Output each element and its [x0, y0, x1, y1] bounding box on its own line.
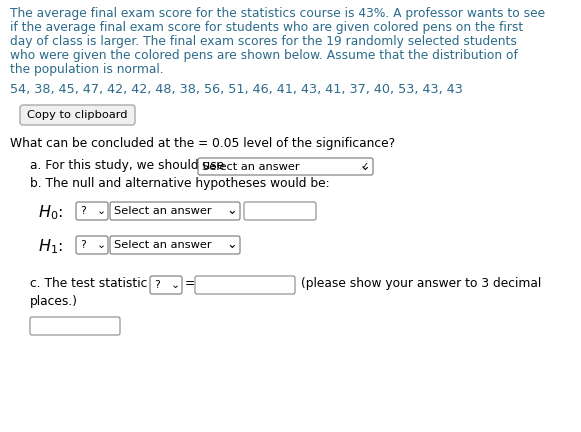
Text: ⌄: ⌄ — [360, 160, 370, 173]
Text: The average final exam score for the statistics course is 43%. A professor wants: The average final exam score for the sta… — [10, 7, 545, 20]
Text: ✓: ✓ — [361, 162, 369, 172]
Text: who were given the colored pens are shown below. Assume that the distribution of: who were given the colored pens are show… — [10, 49, 518, 62]
Text: =: = — [185, 277, 195, 290]
Text: ?: ? — [80, 240, 86, 250]
Text: ⌄: ⌄ — [170, 280, 180, 290]
FancyBboxPatch shape — [244, 202, 316, 220]
FancyBboxPatch shape — [150, 276, 182, 294]
Text: ⌄: ⌄ — [227, 204, 237, 217]
FancyBboxPatch shape — [20, 105, 135, 125]
Text: What can be concluded at the = 0.05 level of the significance?: What can be concluded at the = 0.05 leve… — [10, 137, 395, 150]
Text: $H_0$:: $H_0$: — [38, 203, 63, 222]
FancyBboxPatch shape — [30, 317, 120, 335]
FancyBboxPatch shape — [195, 276, 295, 294]
Text: Copy to clipboard: Copy to clipboard — [27, 110, 128, 120]
Text: 54, 38, 45, 47, 42, 42, 48, 38, 56, 51, 46, 41, 43, 41, 37, 40, 53, 43, 43: 54, 38, 45, 47, 42, 42, 48, 38, 56, 51, … — [10, 83, 463, 96]
Text: (please show your answer to 3 decimal: (please show your answer to 3 decimal — [301, 277, 541, 290]
Text: ⌄: ⌄ — [96, 240, 106, 250]
Text: places.): places.) — [30, 295, 78, 308]
Text: ⌄: ⌄ — [96, 206, 106, 216]
Text: Select an answer: Select an answer — [202, 162, 300, 172]
Text: a. For this study, we should use: a. For this study, we should use — [30, 159, 224, 172]
Text: Select an answer: Select an answer — [114, 240, 211, 250]
Text: b. The null and alternative hypotheses would be:: b. The null and alternative hypotheses w… — [30, 177, 329, 190]
FancyBboxPatch shape — [76, 202, 108, 220]
Text: ⌄: ⌄ — [227, 238, 237, 251]
FancyBboxPatch shape — [198, 158, 373, 175]
Text: day of class is larger. The final exam scores for the 19 randomly selected stude: day of class is larger. The final exam s… — [10, 35, 517, 48]
Text: ?: ? — [154, 280, 160, 290]
Text: Select an answer: Select an answer — [114, 206, 211, 216]
Text: $H_1$:: $H_1$: — [38, 237, 63, 256]
FancyBboxPatch shape — [110, 236, 240, 254]
Text: if the average final exam score for students who are given colored pens on the f: if the average final exam score for stud… — [10, 21, 523, 34]
Text: c. The test statistic: c. The test statistic — [30, 277, 148, 290]
Text: ?: ? — [80, 206, 86, 216]
FancyBboxPatch shape — [76, 236, 108, 254]
Text: the population is normal.: the population is normal. — [10, 63, 164, 76]
FancyBboxPatch shape — [110, 202, 240, 220]
